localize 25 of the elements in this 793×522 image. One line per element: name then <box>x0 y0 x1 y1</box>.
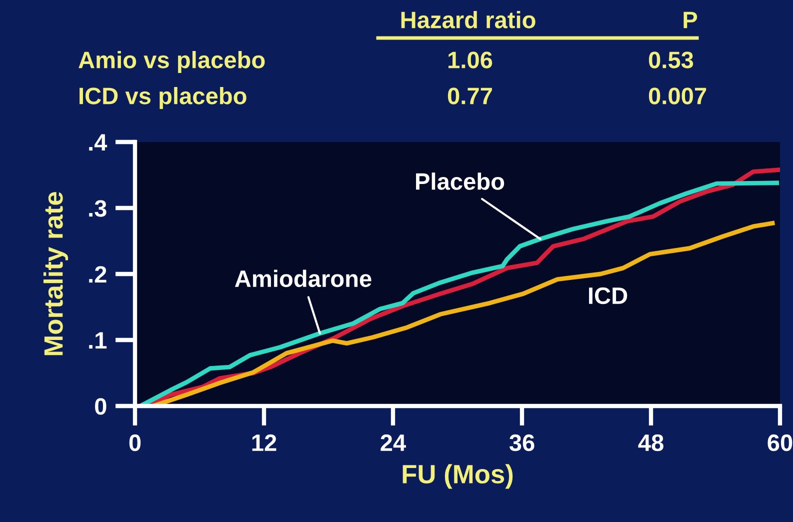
annotation: Amiodarone <box>234 270 372 288</box>
text: ICD vs placebo <box>80 86 246 110</box>
x-tick-label: 24 <box>380 434 406 451</box>
text: 0.77 <box>448 88 492 104</box>
y-tick-label: .1 <box>89 332 107 349</box>
annotation: ICD <box>589 287 628 304</box>
text: 0.007 <box>648 88 706 104</box>
text: P <box>684 12 698 28</box>
x-axis-title: FU (Mos) <box>402 464 513 489</box>
y-tick-label: 0 <box>95 398 106 415</box>
x-tick-label: 48 <box>638 434 664 452</box>
x-tick-label: 0 <box>129 434 141 452</box>
line-series <box>151 220 775 406</box>
y-axis-title: Mortality rate <box>43 192 68 356</box>
x-tick-label: 36 <box>509 434 534 452</box>
x-tick-label: 12 <box>252 434 276 451</box>
y-tick-label: .3 <box>89 200 106 217</box>
annotation: Placebo <box>416 172 504 190</box>
text: 1.06 <box>448 52 492 68</box>
y-tick-label: .2 <box>89 266 106 283</box>
text: 0.53 <box>648 52 694 68</box>
text: Amio vs placebo <box>78 50 265 74</box>
text: Hazard ratio <box>401 10 536 28</box>
x-tick-label: 60 <box>768 434 792 452</box>
y-tick-label: .4 <box>89 134 108 151</box>
